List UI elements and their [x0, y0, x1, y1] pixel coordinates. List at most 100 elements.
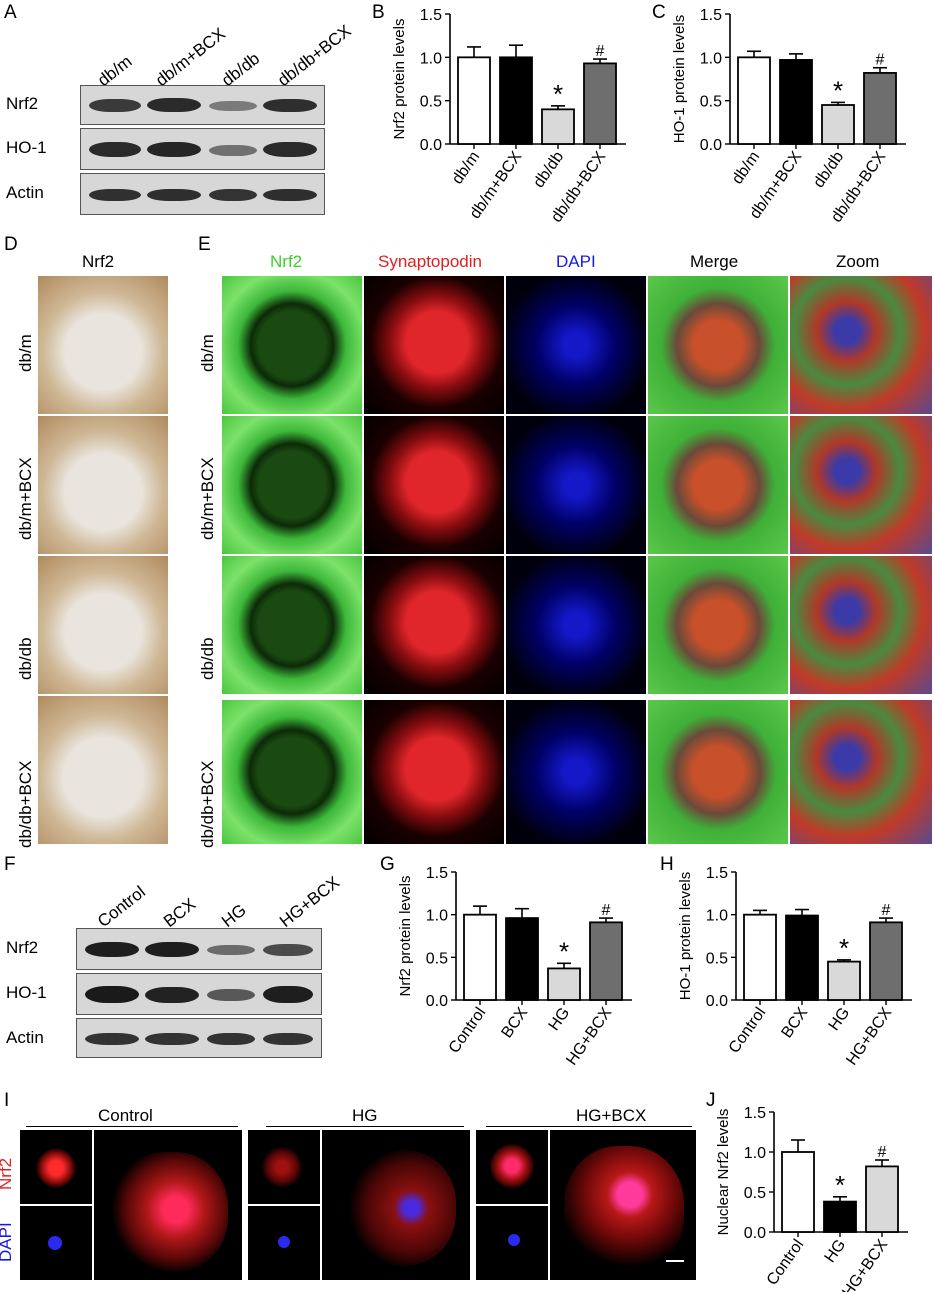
bar: [785, 914, 819, 1001]
y-tick-label: 1.0: [426, 908, 448, 925]
x-tick-label: db/db: [530, 148, 567, 191]
scale-bar: [666, 1260, 684, 1262]
x-tick-label: BCX: [778, 1004, 811, 1041]
y-tick-label: 0.0: [426, 993, 448, 1010]
blot-a-strip-nrf2: [80, 85, 325, 125]
panel-letter-d: D: [4, 234, 18, 255]
y-tick-label: 1.5: [700, 7, 722, 24]
y-axis-label: HO-1 protein levels: [677, 872, 694, 1000]
x-tick-label: db/m: [729, 149, 763, 188]
if-e-row-2: db/m+BCX: [198, 457, 217, 540]
blot-a-strip-actin: [80, 173, 325, 215]
significance-mark: #: [876, 52, 885, 69]
ihc-d-image-3: [38, 556, 168, 694]
panel-letter-f: F: [4, 854, 16, 875]
ihc-d-row-1: db/m: [16, 334, 35, 372]
bar: [743, 913, 777, 1001]
significance-mark: #: [596, 43, 605, 60]
cell-i-g1-dapi-small: [20, 1206, 92, 1280]
bar: [821, 104, 855, 145]
blot-a-row-1: Nrf2: [6, 94, 39, 113]
significance-mark: #: [602, 902, 611, 919]
if-e-r1-merge: [648, 276, 788, 414]
blot-f-strip-ho1: [76, 973, 322, 1015]
bar: [589, 921, 623, 1001]
y-tick-label: 0.5: [420, 94, 442, 111]
bar-chart-h: 0.0 0.5 1.0 1.5 HO-1 protein levels Control BC…: [677, 865, 912, 1069]
blot-f-row-2: HO-1: [6, 983, 47, 1002]
ihc-d-row-3: db/db: [16, 637, 35, 680]
if-e-r3-merge: [648, 556, 788, 694]
cell-i-g1-nrf2-small: [20, 1130, 92, 1204]
bar: [779, 59, 813, 145]
panel-letter-e: E: [198, 234, 211, 255]
blot-a-row-3: Actin: [6, 183, 44, 202]
if-e-row-1: db/m: [198, 334, 217, 372]
y-tick-label: 0.5: [700, 94, 722, 111]
if-e-r1-dapi: [506, 276, 646, 414]
cell-i-group-1: Control: [98, 1106, 153, 1125]
ihc-d-image-1: [38, 276, 168, 414]
bar: [863, 72, 897, 145]
bar: [499, 56, 533, 145]
significance-mark: #: [882, 902, 891, 919]
y-tick-label: 1.5: [706, 865, 728, 882]
if-e-r4-dapi: [506, 700, 646, 844]
bar: [463, 913, 497, 1001]
if-e-r4-merge: [648, 700, 788, 844]
panel-letter-g: G: [380, 854, 395, 875]
blot-f-col-4: HG+BCX: [276, 872, 344, 931]
blot-f-row-3: Actin: [6, 1028, 44, 1047]
bar: [547, 967, 581, 1001]
cell-i-group-2-line: [266, 1126, 464, 1127]
blot-a-row-2: HO-1: [6, 138, 47, 157]
cell-i-group-2: HG: [352, 1106, 378, 1125]
panel-letter-h: H: [660, 854, 674, 875]
significance-mark: *: [833, 75, 843, 105]
y-tick-label: 0.0: [700, 137, 722, 154]
if-e-r2-nrf2: [222, 416, 362, 554]
bar-chart-g: 0.0 0.5 1.0 1.5 Nrf2 protein levels Control BC…: [397, 865, 632, 1069]
y-tick-label: 0.5: [706, 950, 728, 967]
bar: [541, 108, 575, 145]
panel-letter-b: B: [372, 2, 385, 23]
bar-chart-c: 0.00.51.01.5HO-1 protein levelsdb/mdb/m+…: [671, 7, 906, 226]
y-tick-label: 0.5: [744, 1185, 766, 1202]
blot-a-strip-ho1: [80, 128, 325, 170]
if-e-col-4: Merge: [690, 252, 739, 271]
bar: [827, 960, 861, 1001]
ihc-d-image-2: [38, 416, 168, 554]
panel-letter-a: A: [4, 2, 17, 23]
y-tick-label: 1.5: [426, 865, 448, 882]
if-e-row-3: db/db: [198, 637, 217, 680]
x-tick-label: HG: [826, 1005, 854, 1034]
if-e-col-3: DAPI: [556, 252, 596, 271]
cell-i-g2-nrf2-small: [248, 1130, 320, 1204]
bar: [781, 1151, 815, 1233]
bar-chart-j: 0.0 0.5 1.0 1.5 Nuclear Nrf2 levels Control * H…: [716, 1105, 908, 1292]
significance-mark: *: [553, 79, 563, 109]
if-e-r3-synaptopodin: [364, 556, 504, 694]
cell-i-group-1-line: [26, 1126, 238, 1127]
y-axis-label: Nuclear Nrf2 levels: [716, 1109, 732, 1236]
y-tick-label: 1.0: [706, 908, 728, 925]
y-tick-label: 1.0: [700, 50, 722, 67]
blot-f-col-1: Control: [94, 882, 149, 931]
y-tick-label: 0.0: [706, 993, 728, 1010]
y-tick-label: 1.5: [420, 7, 442, 24]
if-e-col-2: Synaptopodin: [378, 252, 482, 271]
if-e-r2-dapi: [506, 416, 646, 554]
y-tick-label: 1.5: [744, 1105, 766, 1122]
bar: [823, 1200, 857, 1233]
bar: [737, 56, 771, 145]
x-tick-label: BCX: [498, 1004, 531, 1041]
cell-i-g1-merge: [94, 1130, 242, 1280]
if-e-r3-nrf2: [222, 556, 362, 694]
if-e-r1-nrf2: [222, 276, 362, 414]
if-e-row-4: db/db+BCX: [198, 760, 217, 848]
if-e-r4-zoom: [790, 700, 932, 844]
if-e-col-1: Nrf2: [270, 252, 303, 271]
y-axis-label: HO-1 protein levels: [671, 15, 688, 143]
if-e-r1-zoom: [790, 276, 932, 414]
